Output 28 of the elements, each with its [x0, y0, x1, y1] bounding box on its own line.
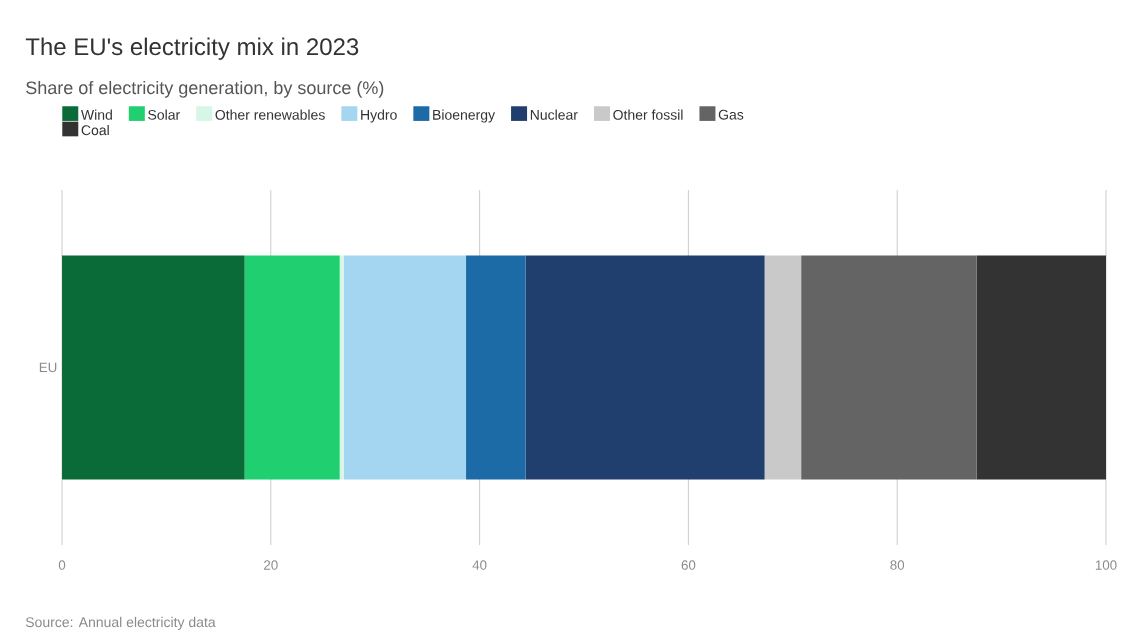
- legend-label: Coal: [81, 124, 109, 136]
- legend-label: Solar: [148, 109, 180, 120]
- bar: [764, 255, 802, 480]
- bar: [976, 255, 1106, 480]
- bar: [343, 255, 467, 480]
- legend-label: Other fossil: [613, 109, 683, 120]
- legend-label: Bioenergy: [433, 109, 496, 123]
- chart-subtitle: Share of electricity generation, by source (%): [26, 80, 384, 98]
- bar: [466, 255, 526, 480]
- x-tick-label: 60: [681, 560, 696, 570]
- legend-label: Gas: [718, 109, 744, 120]
- x-tick-label: 20: [264, 560, 278, 570]
- legend-label: Hydro: [361, 109, 397, 123]
- legend-label: Nuclear: [530, 109, 578, 120]
- chart-title: The EU's electricity mix in 2023: [25, 37, 359, 60]
- bar: [801, 255, 977, 480]
- bar: [339, 255, 344, 480]
- bar: [244, 255, 340, 480]
- x-tick-label: 40: [472, 560, 487, 570]
- legend-label: Wind: [81, 109, 112, 120]
- x-tick-label: 0: [58, 560, 66, 570]
- bar: [62, 255, 245, 480]
- x-tick-label: 80: [890, 560, 905, 570]
- y-tick-label: EU: [39, 362, 57, 373]
- bar: [525, 255, 765, 480]
- source-note: Source: Annual electricity data: [25, 616, 216, 630]
- legend-label: Other renewables: [215, 109, 325, 120]
- x-tick-label: 100: [1095, 560, 1117, 570]
